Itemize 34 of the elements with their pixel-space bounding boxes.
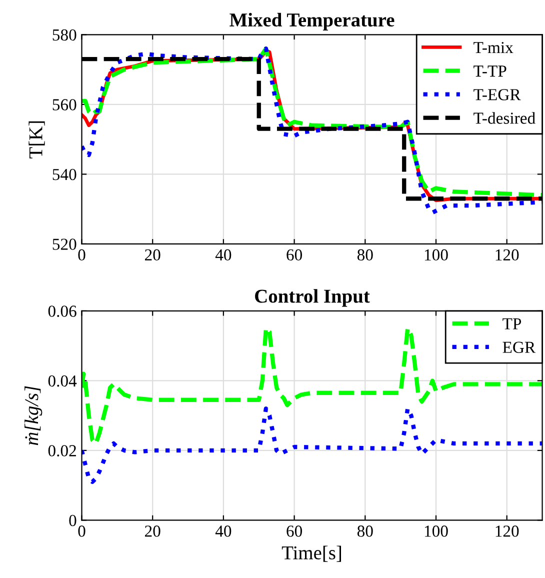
line-series bbox=[82, 406, 542, 484]
x-tick-label: 80 bbox=[357, 249, 373, 261]
y-axis-title: T[K] bbox=[28, 121, 45, 158]
y-tick-label: 0 bbox=[69, 514, 76, 526]
x-axis-title: Time[s] bbox=[282, 546, 342, 562]
legend-label: T-mix bbox=[474, 42, 514, 54]
chart-title: Control Input bbox=[255, 289, 370, 307]
x-tick-label: 120 bbox=[496, 249, 519, 261]
y-tick-label: 0.02 bbox=[48, 445, 76, 456]
x-tick-label: 120 bbox=[496, 526, 519, 537]
legend-label: T-EGR bbox=[474, 89, 521, 100]
x-tick-label: 0 bbox=[78, 526, 86, 537]
y-tick-label: 560 bbox=[52, 99, 76, 110]
y-tick-label: 520 bbox=[52, 238, 76, 250]
x-tick-label: 100 bbox=[424, 249, 448, 261]
legend-label: T-TP bbox=[474, 66, 506, 77]
x-tick-label: 20 bbox=[145, 249, 160, 261]
x-tick-label: 40 bbox=[215, 249, 232, 261]
y-tick-label: 580 bbox=[52, 29, 76, 41]
y-axis-title: ṁ[kg/s] bbox=[24, 386, 42, 446]
x-tick-label: 0 bbox=[78, 249, 86, 261]
x-tick-label: 40 bbox=[215, 526, 232, 537]
legend-label: EGR bbox=[502, 342, 536, 353]
y-tick-label: 0.04 bbox=[48, 375, 77, 387]
x-tick-label: 60 bbox=[286, 249, 302, 261]
legend-label: T-desired bbox=[474, 112, 536, 124]
chart-title: Mixed Temperature bbox=[230, 12, 394, 30]
y-tick-label: 0.06 bbox=[48, 306, 76, 317]
legend-label: TP bbox=[502, 318, 522, 330]
x-tick-label: 100 bbox=[424, 526, 448, 537]
x-tick-label: 20 bbox=[145, 526, 160, 537]
x-tick-label: 60 bbox=[286, 526, 302, 537]
y-tick-label: 540 bbox=[52, 168, 76, 180]
x-tick-label: 80 bbox=[357, 526, 373, 537]
